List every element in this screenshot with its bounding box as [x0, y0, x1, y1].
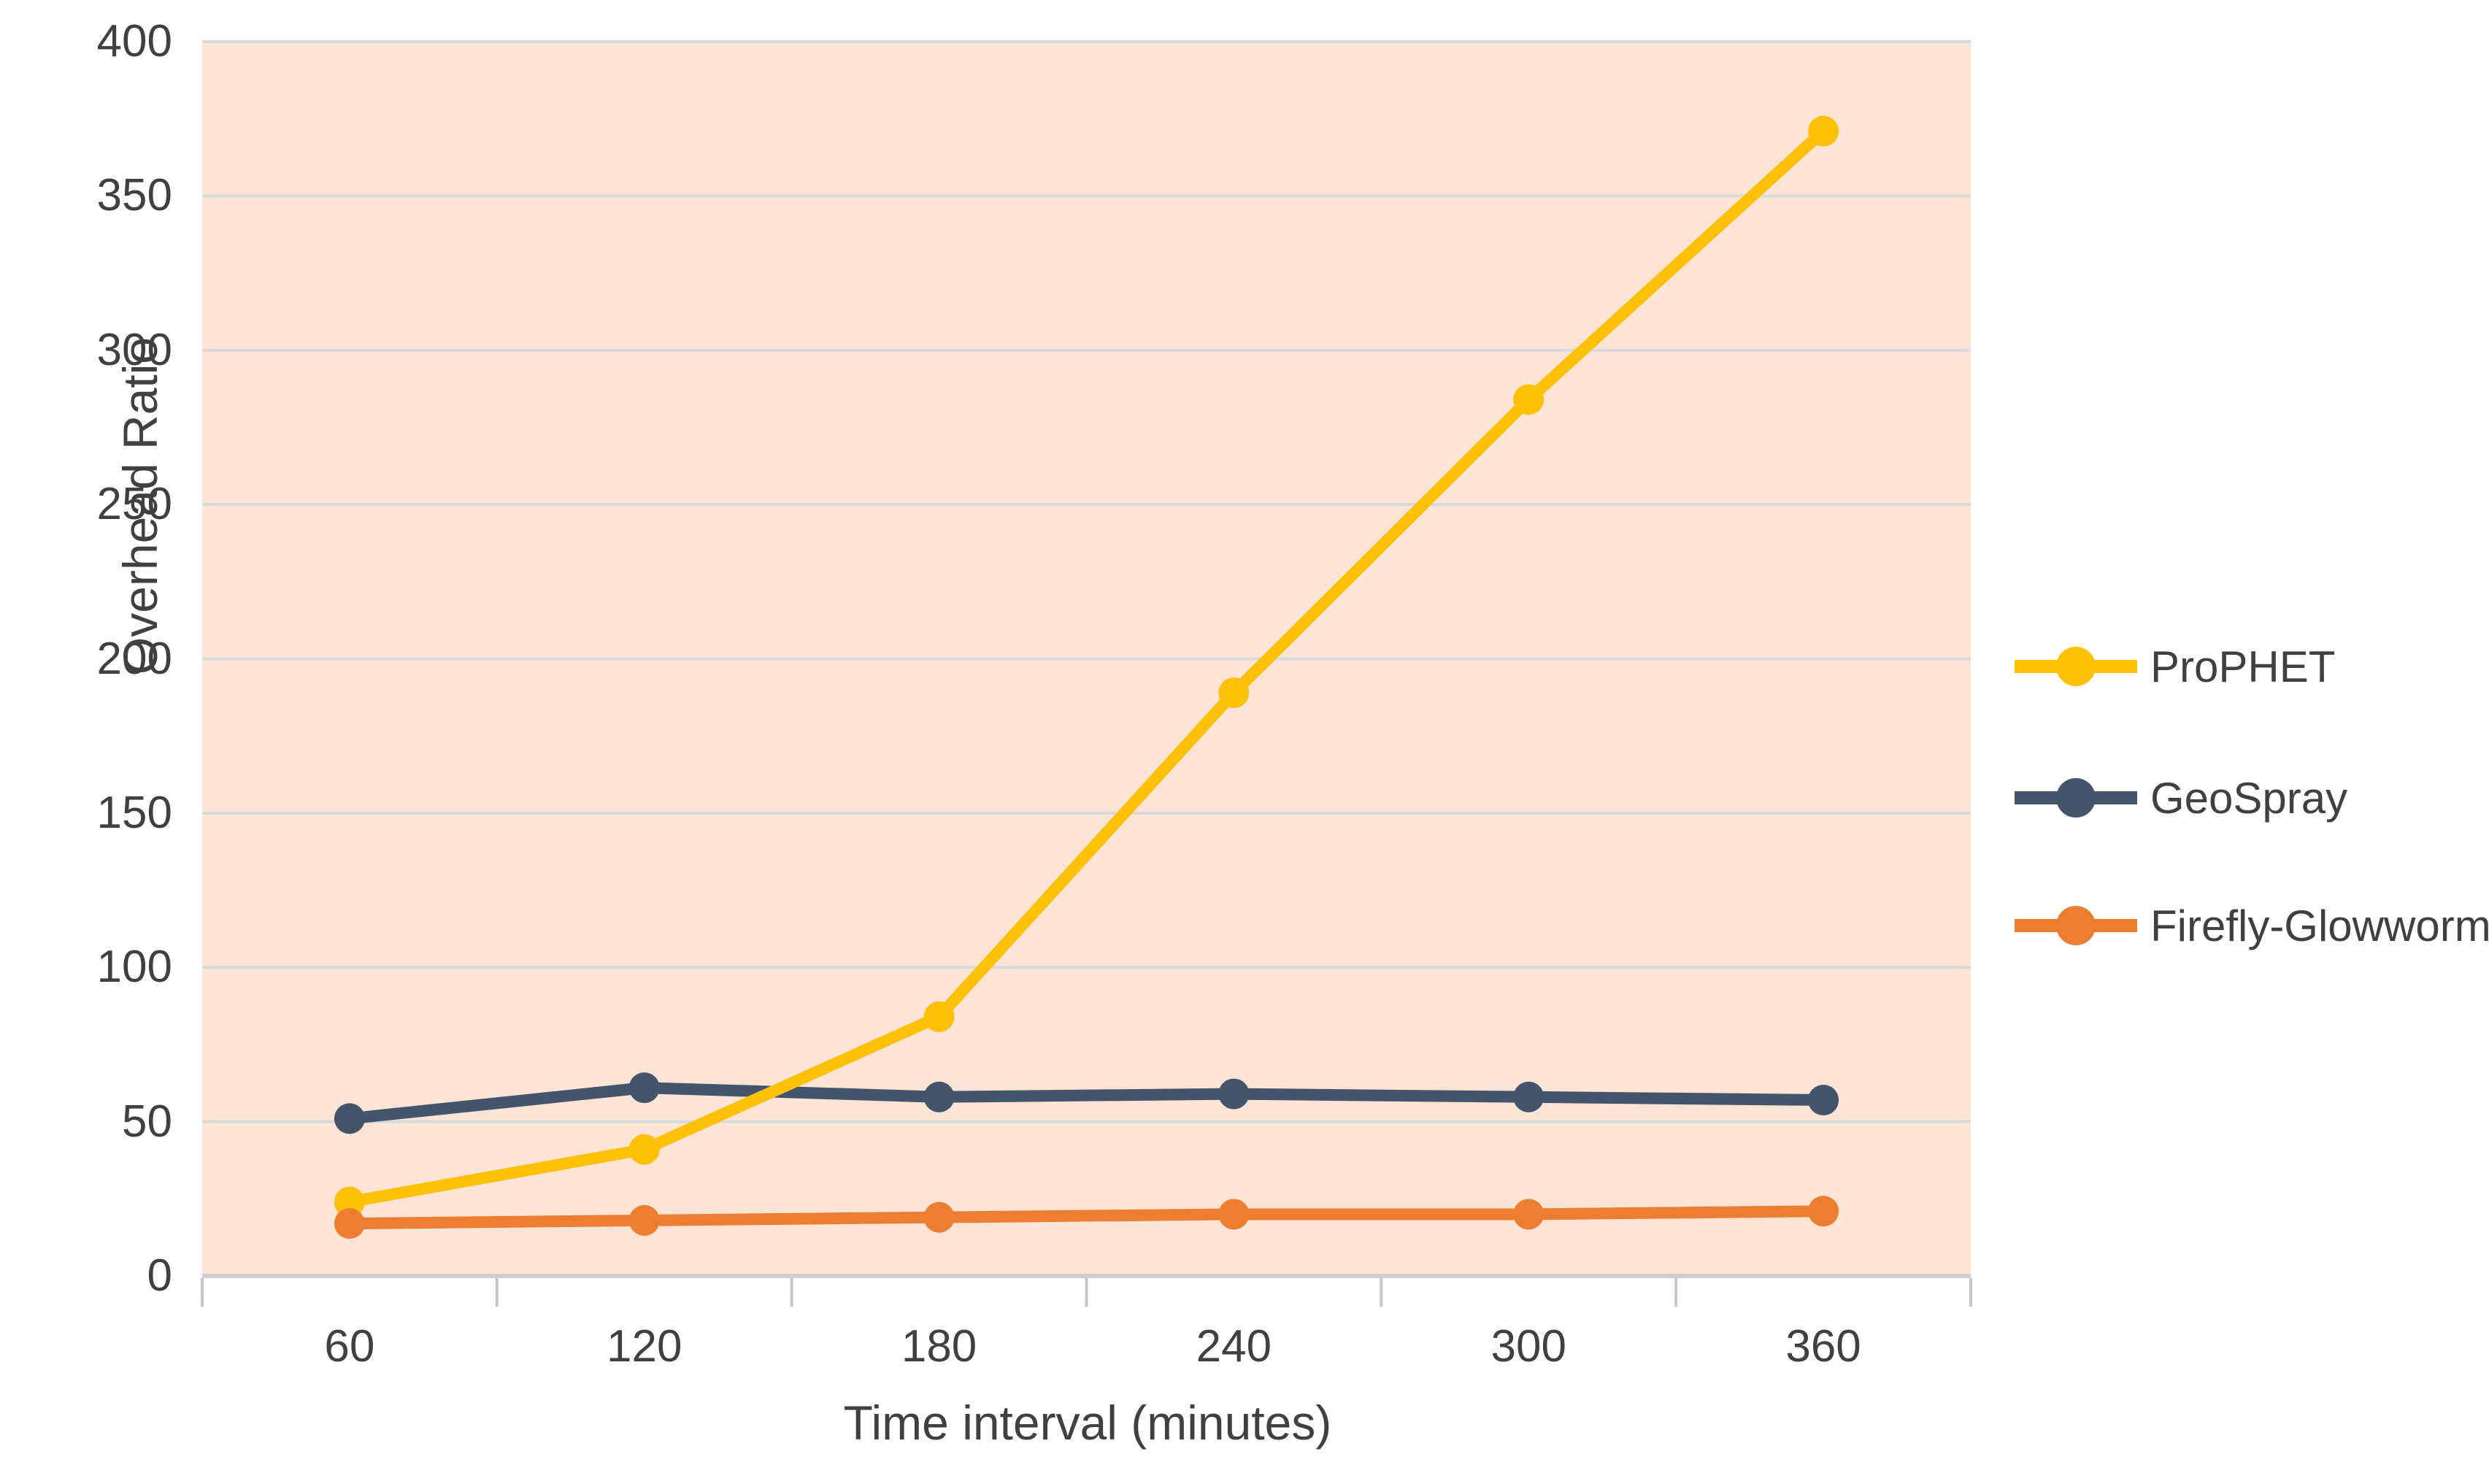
- data-point-GeoSpray-300: [1513, 1081, 1544, 1112]
- series-line-ProPHET: [343, 125, 1830, 1208]
- data-point-Firefly-Glowworm-240: [1218, 1199, 1250, 1230]
- y-tick-label-150: 150: [96, 787, 172, 838]
- x-tick-label-240: 240: [1196, 1321, 1272, 1372]
- data-point-Firefly-Glowworm-120: [628, 1204, 660, 1236]
- legend-label: ProPHET: [2150, 642, 2336, 691]
- data-point-GeoSpray-360: [1808, 1085, 1839, 1116]
- series-line-GeoSpray: [343, 1082, 1830, 1125]
- data-point-ProPHET-360: [1808, 115, 1839, 147]
- data-point-ProPHET-300: [1513, 384, 1544, 415]
- data-point-Firefly-Glowworm-360: [1808, 1196, 1839, 1227]
- y-tick-label-0: 0: [147, 1250, 172, 1301]
- y-tick-label-350: 350: [96, 170, 172, 221]
- legend-dot: [2056, 647, 2096, 686]
- data-point-GeoSpray-120: [628, 1072, 660, 1104]
- x-tick-label-300: 300: [1490, 1321, 1566, 1372]
- legend-marker-ProPHET: [2015, 647, 2137, 686]
- data-point-Firefly-Glowworm-300: [1513, 1199, 1544, 1230]
- data-point-ProPHET-60: [334, 1186, 365, 1218]
- data-point-Firefly-Glowworm-60: [334, 1208, 365, 1239]
- y-tick-label-50: 50: [122, 1096, 172, 1147]
- data-point-GeoSpray-60: [334, 1103, 365, 1134]
- legend-dot: [2056, 906, 2096, 945]
- legend-dot: [2056, 778, 2096, 818]
- y-tick-label-200: 200: [96, 633, 172, 684]
- legend-label: Firefly-Glowworm: [2150, 901, 2489, 950]
- y-tick-label-300: 300: [96, 324, 172, 375]
- legend-item-ProPHET: ProPHET: [2012, 636, 2335, 697]
- legend-marker-Firefly-Glowworm: [2015, 906, 2137, 945]
- x-tick-label-60: 60: [324, 1321, 375, 1372]
- x-axis-title: Time interval (minutes): [843, 1396, 1332, 1450]
- legend-marker-GeoSpray: [2015, 778, 2137, 818]
- y-tick-label-250: 250: [96, 479, 172, 530]
- x-tick-label-180: 180: [901, 1321, 977, 1372]
- data-point-ProPHET-120: [628, 1134, 660, 1165]
- legend-item-GeoSpray: GeoSpray: [2012, 767, 2347, 828]
- x-tick-label-360: 360: [1785, 1321, 1861, 1372]
- data-point-ProPHET-180: [923, 1001, 955, 1032]
- y-tick-label-100: 100: [96, 942, 172, 993]
- x-tick-label-120: 120: [607, 1321, 682, 1372]
- legend-item-Firefly-Glowworm: Firefly-Glowworm: [2012, 895, 2489, 956]
- data-point-ProPHET-240: [1218, 677, 1250, 709]
- y-tick-label-400: 400: [96, 16, 172, 66]
- data-point-GeoSpray-180: [923, 1081, 955, 1112]
- legend-label: GeoSpray: [2150, 773, 2348, 823]
- data-point-GeoSpray-240: [1218, 1078, 1250, 1110]
- series-line-Firefly-Glowworm: [343, 1205, 1830, 1230]
- data-point-Firefly-Glowworm-180: [923, 1202, 955, 1233]
